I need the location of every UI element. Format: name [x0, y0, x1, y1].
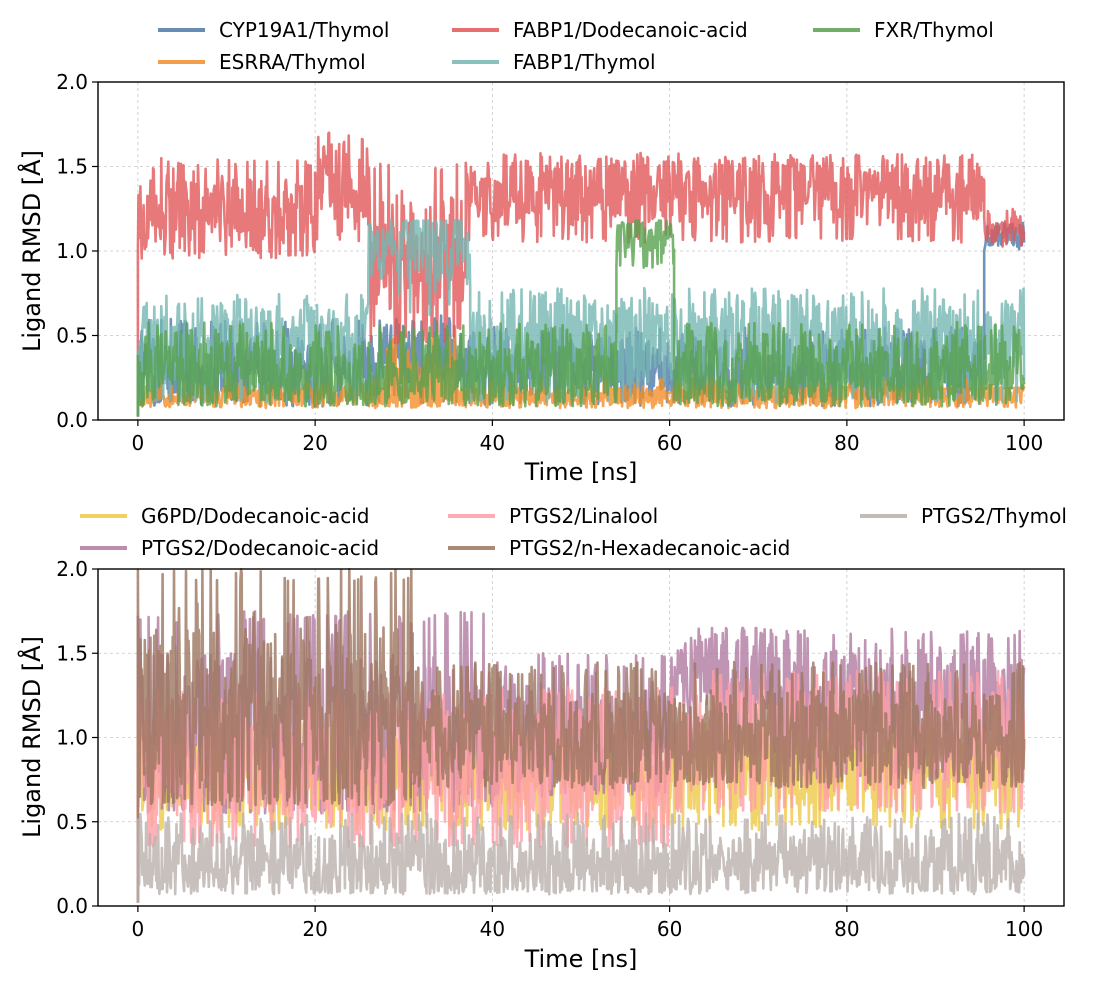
chart-panel-top: CYP19A1/Thymol ESRRA/Thymol FABP1/Dodeca…: [17, 18, 1065, 486]
legend-label: FABP1/Thymol: [513, 50, 656, 74]
legend-item: FABP1/Dodecanoic-acid: [452, 18, 748, 42]
y-tick-label: 1.0: [56, 726, 88, 750]
legend-item: PTGS2/Thymol: [860, 504, 1067, 528]
legend-item: PTGS2/n-Hexadecanoic-acid: [448, 536, 790, 560]
x-tick-label: 20: [302, 917, 327, 941]
legend-label: FXR/Thymol: [874, 18, 994, 42]
x-tick-label: 40: [480, 917, 505, 941]
y-tick-label: 1.5: [56, 155, 88, 179]
series-line-ptgs2-n-hexadecanoic-acid: [136, 567, 1026, 903]
x-tick-label: 20: [302, 431, 327, 455]
y-tick-label: 0.5: [56, 810, 88, 834]
legend-label: PTGS2/Dodecanoic-acid: [141, 536, 379, 560]
legend-item: ESRRA/Thymol: [158, 50, 366, 74]
legend-label: CYP19A1/Thymol: [219, 18, 390, 42]
legend-bottom: G6PD/Dodecanoic-acid PTGS2/Dodecanoic-ac…: [80, 504, 1067, 560]
x-tick-label: 80: [834, 431, 859, 455]
legend-item: FABP1/Thymol: [452, 50, 656, 74]
legend-item: PTGS2/Linalool: [448, 504, 658, 528]
axes-bottom: 0 20 40 60 80 100 0.0 0.5 1.0 1.5 2.0: [56, 557, 1065, 941]
y-tick-label: 0.5: [56, 324, 88, 348]
legend-item: PTGS2/Dodecanoic-acid: [80, 536, 379, 560]
legend-label: G6PD/Dodecanoic-acid: [141, 504, 370, 528]
y-axis-label: Ligand RMSD [Å]: [17, 636, 46, 838]
legend-label: PTGS2/n-Hexadecanoic-acid: [509, 536, 790, 560]
legend-label: FABP1/Dodecanoic-acid: [513, 18, 748, 42]
y-tick-label: 0.0: [56, 894, 88, 918]
legend-item: FXR/Thymol: [813, 18, 994, 42]
plot-area-top: [136, 131, 1026, 417]
y-tick-label: 1.0: [56, 239, 88, 263]
series-line-ptgs2-thymol: [136, 812, 1026, 903]
x-tick-label: 0: [132, 917, 145, 941]
series-line-fabp1-dodecanoic-acid: [136, 131, 1026, 417]
legend-top: CYP19A1/Thymol ESRRA/Thymol FABP1/Dodeca…: [158, 18, 994, 74]
x-tick-label: 60: [657, 431, 682, 455]
legend-label: ESRRA/Thymol: [219, 50, 366, 74]
x-tick-label: 100: [1005, 431, 1043, 455]
y-tick-label: 2.0: [56, 557, 88, 581]
y-tick-label: 0.0: [56, 408, 88, 432]
chart-panel-bottom: G6PD/Dodecanoic-acid PTGS2/Dodecanoic-ac…: [17, 504, 1067, 973]
x-axis-label: Time [ns]: [524, 945, 638, 973]
x-tick-label: 100: [1005, 917, 1043, 941]
legend-item: G6PD/Dodecanoic-acid: [80, 504, 370, 528]
y-axis-label: Ligand RMSD [Å]: [17, 150, 46, 352]
legend-label: PTGS2/Thymol: [921, 504, 1067, 528]
x-tick-label: 0: [132, 431, 145, 455]
plot-area-bottom: [136, 567, 1026, 903]
legend-label: PTGS2/Linalool: [509, 504, 658, 528]
axes-top: 0 20 40 60 80 100 0.0 0.5 1.0 1.5 2.0: [56, 70, 1065, 455]
legend-item: CYP19A1/Thymol: [158, 18, 390, 42]
x-tick-label: 80: [834, 917, 859, 941]
x-axis-label: Time [ns]: [524, 458, 638, 486]
y-tick-label: 1.5: [56, 641, 88, 665]
x-tick-label: 60: [657, 917, 682, 941]
y-tick-label: 2.0: [56, 70, 88, 94]
x-tick-label: 40: [480, 431, 505, 455]
series-line-fxr-thymol: [136, 219, 1026, 417]
